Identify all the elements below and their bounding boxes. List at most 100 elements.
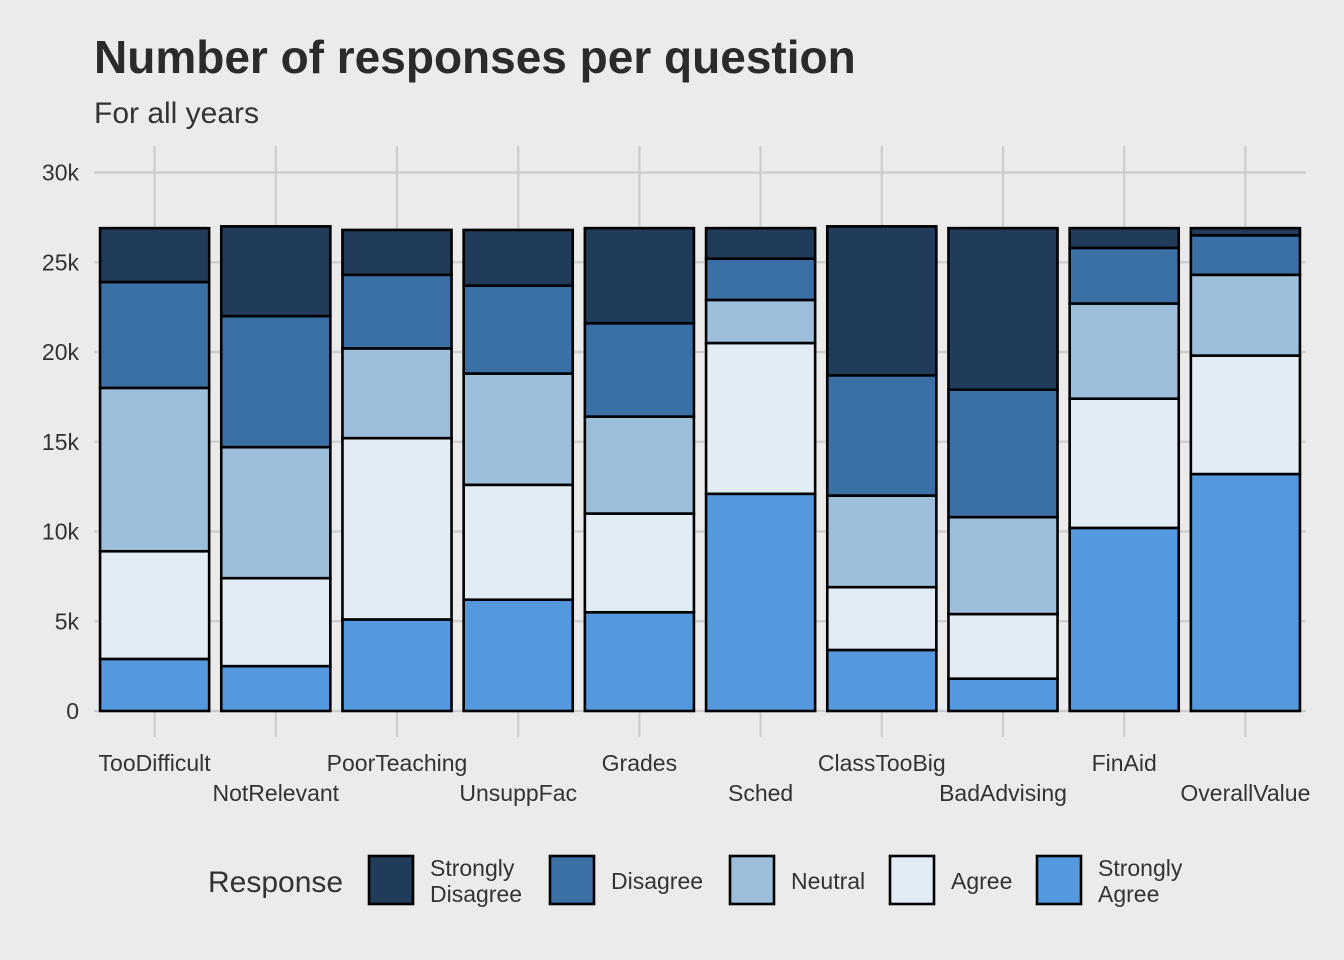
legend-item-strongly-disagree: Strongly Disagree — [367, 854, 522, 907]
bar-segment-disagree — [583, 321, 696, 418]
bar-stack-grades — [583, 226, 696, 713]
bars — [98, 225, 1302, 713]
bar-segment-strongly-agree — [462, 598, 575, 713]
bar-segment-agree — [947, 612, 1059, 680]
bar-segment-agree — [462, 483, 575, 602]
bar-segment-neutral — [1068, 302, 1181, 400]
bar-segment-disagree — [947, 388, 1059, 519]
x-tick-label: FinAid — [1092, 750, 1157, 776]
bar-stack-poorteaching — [341, 228, 453, 713]
bar-segment-disagree — [825, 374, 938, 497]
bar-segment-strongly-agree — [825, 648, 938, 713]
bar-segment-strongly-agree — [704, 492, 817, 713]
legend-label: Neutral — [791, 868, 865, 894]
y-tick-label: 30k — [42, 160, 80, 186]
bar-segment-agree — [583, 512, 696, 614]
legend-key — [367, 854, 415, 906]
legend-item-neutral: Neutral — [728, 854, 865, 906]
chart-title: Number of responses per question — [94, 31, 856, 83]
bar-segment-agree — [704, 341, 817, 496]
bar-stack-toodifficult — [98, 226, 211, 713]
bar-segment-strongly-disagree — [825, 225, 938, 377]
legend-item-agree: Agree — [888, 854, 1012, 906]
bar-segment-neutral — [825, 494, 938, 589]
bar-segment-strongly-agree — [341, 618, 453, 713]
legend-item-strongly-agree: Strongly Agree — [1035, 854, 1183, 907]
bar-segment-neutral — [98, 386, 211, 553]
y-tick-label: 20k — [42, 339, 80, 365]
bar-segment-disagree — [1189, 234, 1302, 277]
bar-segment-neutral — [341, 347, 453, 440]
bar-segment-disagree — [704, 257, 817, 302]
bar-segment-strongly-disagree — [947, 226, 1059, 391]
bar-segment-agree — [98, 549, 211, 661]
bar-segment-disagree — [219, 314, 332, 449]
x-tick-label: NotRelevant — [213, 780, 340, 806]
bar-segment-neutral — [704, 298, 817, 345]
bar-segment-strongly-disagree — [341, 228, 453, 277]
bar-segment-strongly-agree — [219, 664, 332, 713]
bar-segment-agree — [219, 576, 332, 668]
bar-segment-strongly-disagree — [98, 226, 211, 284]
bar-stack-finaid — [1068, 226, 1181, 713]
bar-segment-neutral — [583, 415, 696, 515]
bar-segment-strongly-disagree — [1189, 226, 1302, 237]
bar-segment-strongly-agree — [583, 610, 696, 713]
y-axis: 0 5k 10k 15k 20k 25k 30k — [42, 160, 80, 725]
bar-segment-strongly-agree — [1068, 526, 1181, 713]
y-tick-label: 25k — [42, 249, 80, 275]
x-tick-label: Grades — [602, 750, 677, 776]
bar-stack-unsuppfac — [462, 228, 575, 713]
bar-segment-neutral — [1189, 273, 1302, 357]
bar-segment-disagree — [341, 273, 453, 350]
bar-stack-badadvising — [947, 226, 1059, 713]
legend-key — [1035, 854, 1083, 906]
bar-segment-strongly-agree — [98, 657, 211, 713]
bar-segment-disagree — [1068, 246, 1181, 305]
x-tick-label: Sched — [728, 780, 793, 806]
legend-label: Disagree — [611, 868, 703, 894]
legend-key — [548, 854, 596, 906]
x-tick-label: TooDifficult — [99, 750, 212, 776]
bar-segment-strongly-disagree — [583, 226, 696, 325]
bar-segment-strongly-disagree — [219, 225, 332, 318]
y-tick-label: 0 — [66, 698, 79, 724]
bar-segment-strongly-disagree — [704, 226, 817, 260]
x-tick-label: PoorTeaching — [327, 750, 468, 776]
bar-segment-agree — [1189, 354, 1302, 476]
legend-label: Strongly Disagree — [430, 855, 522, 907]
bar-stack-sched — [704, 226, 817, 713]
x-tick-label: ClassTooBig — [818, 750, 946, 776]
legend-label: Strongly Agree — [1098, 855, 1183, 907]
legend-title: Response — [208, 866, 343, 899]
x-tick-label: UnsuppFac — [459, 780, 577, 806]
y-tick-label: 15k — [42, 429, 80, 455]
legend-key — [728, 854, 776, 906]
y-tick-label: 5k — [55, 608, 80, 634]
x-tick-label: BadAdvising — [939, 780, 1067, 806]
legend-key — [888, 854, 936, 906]
legend: Response Strongly Disagree Disagree Neutral… — [208, 854, 1183, 907]
bar-stack-overallvalue — [1189, 226, 1302, 713]
bar-segment-disagree — [462, 284, 575, 375]
bar-segment-agree — [1068, 397, 1181, 530]
bar-segment-strongly-disagree — [1068, 226, 1181, 250]
bar-segment-agree — [825, 585, 938, 652]
x-tick-label: OverallValue — [1180, 780, 1310, 806]
y-tick-label: 10k — [42, 519, 80, 545]
bar-segment-neutral — [947, 515, 1059, 616]
bar-segment-neutral — [219, 445, 332, 580]
bar-stack-notrelevant — [219, 225, 332, 713]
bar-segment-neutral — [462, 372, 575, 487]
legend-label: Agree — [951, 868, 1012, 894]
bar-segment-strongly-agree — [947, 677, 1059, 713]
bar-segment-agree — [341, 436, 453, 621]
bar-segment-strongly-disagree — [462, 228, 575, 287]
legend-item-disagree: Disagree — [548, 854, 703, 906]
bar-stack-classtoobig — [825, 225, 938, 713]
chart-subtitle: For all years — [94, 97, 259, 130]
bar-segment-strongly-agree — [1189, 472, 1302, 713]
